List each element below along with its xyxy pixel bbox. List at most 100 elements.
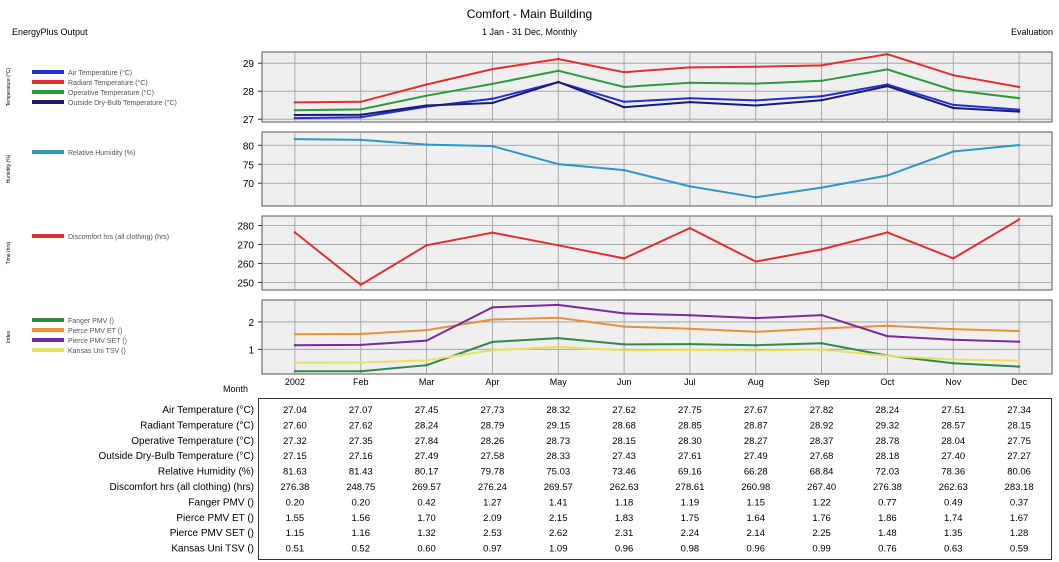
chart-panel-2: 80 75 70 Humidity (%) Relative Humidity (%) bbox=[6, 131, 1053, 207]
table-row: Pierce PMV ET () 1.55 1.56 1.70 2.09 2.15 1.83… bbox=[176, 513, 1028, 524]
table-cell: 1.19 bbox=[681, 497, 700, 508]
data-point bbox=[952, 106, 955, 110]
table-cell: 80.17 bbox=[415, 467, 439, 478]
data-point bbox=[820, 186, 823, 189]
data-point bbox=[425, 359, 428, 362]
y-tick-label: 29 bbox=[243, 59, 255, 70]
table-cell: 27.62 bbox=[612, 405, 636, 416]
table-cell: 28.79 bbox=[481, 420, 505, 431]
data-point bbox=[688, 81, 692, 85]
data-point bbox=[425, 328, 428, 332]
table-cell: 1.67 bbox=[1010, 513, 1029, 524]
table-cell: 27.34 bbox=[1007, 405, 1031, 416]
data-point bbox=[293, 344, 297, 347]
data-point bbox=[293, 137, 297, 141]
data-point bbox=[688, 348, 692, 352]
legend-label: Kansas Uni TSV () bbox=[68, 348, 126, 355]
x-tick-label: May bbox=[550, 377, 568, 387]
data-point bbox=[622, 100, 626, 104]
table-cell: 0.98 bbox=[681, 544, 700, 555]
data-point bbox=[425, 143, 428, 146]
y-axis-label: Humidity (%) bbox=[6, 154, 12, 183]
data-point bbox=[491, 340, 494, 344]
table-cell: 27.61 bbox=[678, 451, 702, 462]
series-line bbox=[294, 53, 1020, 104]
table-cell: 1.09 bbox=[549, 544, 568, 555]
series-4-2 bbox=[293, 316, 1021, 336]
series-1-4 bbox=[293, 80, 1021, 117]
data-point bbox=[754, 349, 757, 352]
table-cell: 28.26 bbox=[481, 436, 505, 447]
table-cell: 1.27 bbox=[483, 497, 502, 508]
data-point bbox=[952, 257, 955, 260]
data-point bbox=[886, 84, 889, 88]
chart-subtitle: 1 Jan - 31 Dec, Monthly bbox=[481, 27, 578, 37]
table-cell: 1.74 bbox=[944, 513, 963, 524]
table-cell: 27.84 bbox=[415, 436, 439, 447]
data-point bbox=[557, 303, 560, 307]
table-cell: 0.20 bbox=[286, 497, 305, 508]
table-cell: 0.76 bbox=[878, 544, 897, 555]
table-cell: 73.46 bbox=[612, 467, 636, 478]
table-cell: 0.37 bbox=[1010, 497, 1029, 508]
table-cell: 269.57 bbox=[412, 482, 441, 493]
table-cell: 28.87 bbox=[744, 420, 768, 431]
data-point bbox=[622, 312, 626, 315]
table-cell: 0.63 bbox=[944, 544, 963, 555]
table-cell: 262.63 bbox=[610, 482, 639, 493]
table-cell: 0.52 bbox=[352, 544, 371, 555]
data-point bbox=[491, 231, 494, 234]
table-cell: 28.73 bbox=[546, 436, 570, 447]
data-point bbox=[886, 68, 889, 71]
table-cell: 2.14 bbox=[747, 528, 766, 539]
data-point bbox=[425, 94, 428, 97]
data-point bbox=[622, 168, 626, 172]
table-row: Kansas Uni TSV () 0.51 0.52 0.60 0.97 1.09 0.9… bbox=[171, 544, 1028, 555]
table-cell: 1.15 bbox=[286, 528, 305, 539]
table-row: Discomfort hrs (all clothing) (hrs) 276.3… bbox=[110, 482, 1034, 493]
table-cell: 1.22 bbox=[812, 497, 831, 508]
y-tick-label: 1 bbox=[248, 345, 254, 356]
legend-panel-1: Air Temperature (°C) Radiant Temperature … bbox=[32, 69, 177, 107]
data-point bbox=[952, 150, 955, 153]
table-row: Operative Temperature (°C) 27.32 27.35 27.8… bbox=[131, 436, 1031, 447]
y-tick-label: 2 bbox=[248, 318, 254, 329]
table-cell: 29.15 bbox=[546, 420, 570, 431]
table-cell: 28.15 bbox=[612, 436, 636, 447]
legend-label: Outside Dry-Bulb Temperature (°C) bbox=[68, 99, 177, 107]
data-point bbox=[425, 83, 428, 86]
table-cell: 1.86 bbox=[878, 513, 897, 524]
table-row: Radiant Temperature (°C) 27.60 27.62 28.24 2… bbox=[140, 420, 1031, 431]
plot-area bbox=[261, 215, 1053, 291]
data-point bbox=[820, 342, 823, 345]
data-point bbox=[754, 344, 757, 347]
data-point bbox=[359, 361, 362, 364]
table-cell: 283.18 bbox=[1005, 482, 1034, 493]
table-cell: 27.16 bbox=[349, 451, 373, 462]
data-point bbox=[886, 324, 889, 327]
table-cell: 0.59 bbox=[1010, 544, 1029, 555]
table-cell: 28.32 bbox=[546, 405, 570, 416]
table-cell: 28.78 bbox=[876, 436, 900, 447]
table-cell: 0.42 bbox=[417, 497, 436, 508]
data-point bbox=[688, 342, 692, 346]
data-point bbox=[293, 109, 297, 112]
y-tick-label: 280 bbox=[237, 221, 254, 232]
x-tick-label: Apr bbox=[485, 377, 499, 387]
data-point bbox=[1017, 85, 1021, 89]
data-point bbox=[820, 95, 823, 98]
table-row-label: Fanger PMV () bbox=[188, 497, 254, 508]
series-line bbox=[294, 316, 1020, 336]
table-cell: 68.84 bbox=[810, 467, 834, 478]
legend-panel-4: Fanger PMV () Pierce PMV ET () Pierce PMV … bbox=[32, 318, 127, 355]
data-point bbox=[886, 334, 889, 338]
data-point bbox=[952, 358, 955, 361]
data-point bbox=[557, 162, 560, 166]
legend-label: Radiant Temperature (°C) bbox=[68, 79, 148, 87]
table-row-label: Operative Temperature (°C) bbox=[131, 436, 254, 447]
data-point bbox=[557, 69, 560, 72]
data-point bbox=[820, 64, 823, 67]
table-cell: 28.18 bbox=[876, 451, 900, 462]
y-axis-label: Temperature (°C) bbox=[6, 67, 12, 106]
